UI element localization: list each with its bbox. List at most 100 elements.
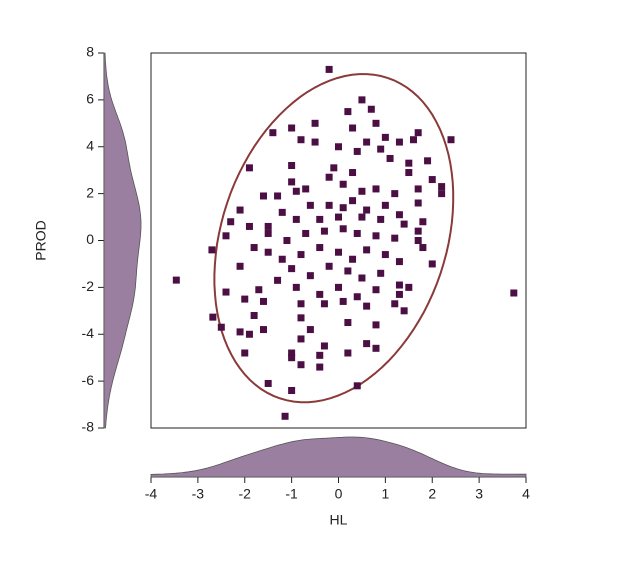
point [335,283,342,291]
point [260,192,267,200]
x-tick-label: -4 [145,486,158,502]
point [414,185,422,193]
y-tick-label: 8 [86,44,94,60]
y-tick-label: 6 [86,91,94,107]
point [447,136,455,144]
point [372,321,380,329]
y-tick-label: -6 [82,372,95,388]
point [381,251,389,259]
y-density [103,52,142,429]
point [288,178,296,186]
point [391,300,399,308]
y-tick-label: -8 [82,419,95,435]
point [428,176,436,184]
point [297,335,305,343]
point [217,323,225,331]
point [405,169,413,177]
point [316,244,324,252]
point [353,229,361,237]
point [245,164,253,172]
point [424,157,432,165]
point [391,234,399,242]
point [264,379,272,387]
point [172,276,180,284]
point [358,274,366,282]
point [414,237,422,244]
point [438,183,446,191]
point [363,246,371,254]
point [414,199,422,207]
point [400,307,408,315]
point [288,265,296,273]
point [395,258,403,266]
point [395,211,403,219]
point [316,351,324,359]
point [339,297,347,305]
point [288,124,296,132]
point [222,232,230,240]
point [208,246,216,254]
point [344,267,352,275]
point [260,297,267,305]
point [372,119,380,127]
point [264,222,272,230]
point [363,302,371,310]
point [377,145,385,153]
point [241,295,249,303]
point [335,213,342,221]
point [339,225,347,233]
point [405,159,413,167]
point [297,300,305,308]
point [395,281,403,289]
point [325,173,333,181]
point [320,342,328,350]
point [311,138,319,146]
point [316,215,324,223]
point [288,349,296,357]
x-tick-label: 3 [475,486,483,502]
point [297,361,305,369]
point [274,276,282,284]
point [386,154,394,162]
confidence-ellipse [213,73,455,404]
point [302,185,310,193]
x-tick-label: -3 [192,486,205,502]
point [363,138,371,146]
point [358,187,366,195]
point [311,119,319,127]
point [250,312,258,319]
point [353,382,361,390]
point [236,262,244,270]
point [391,190,399,198]
point [292,283,300,291]
point [245,222,253,230]
point [372,286,380,294]
point [372,185,380,193]
point [316,290,324,298]
point [288,354,296,362]
point [349,197,357,205]
point [292,187,300,195]
point [264,248,272,256]
x-tick-label: 0 [335,486,343,502]
point [320,300,328,308]
point [367,105,375,113]
point [395,138,403,146]
point [245,330,253,338]
point [306,326,314,334]
x-tick-label: -2 [239,486,252,502]
point [302,229,310,237]
point [405,283,413,291]
point [353,147,361,155]
point [250,244,258,252]
point [297,314,305,322]
point [372,344,380,352]
y-axis-label: PROD [33,220,49,260]
point [222,288,230,296]
point [316,363,324,371]
point [428,260,436,268]
point [344,349,352,357]
point [209,313,217,321]
x-tick-label: 1 [381,486,389,502]
